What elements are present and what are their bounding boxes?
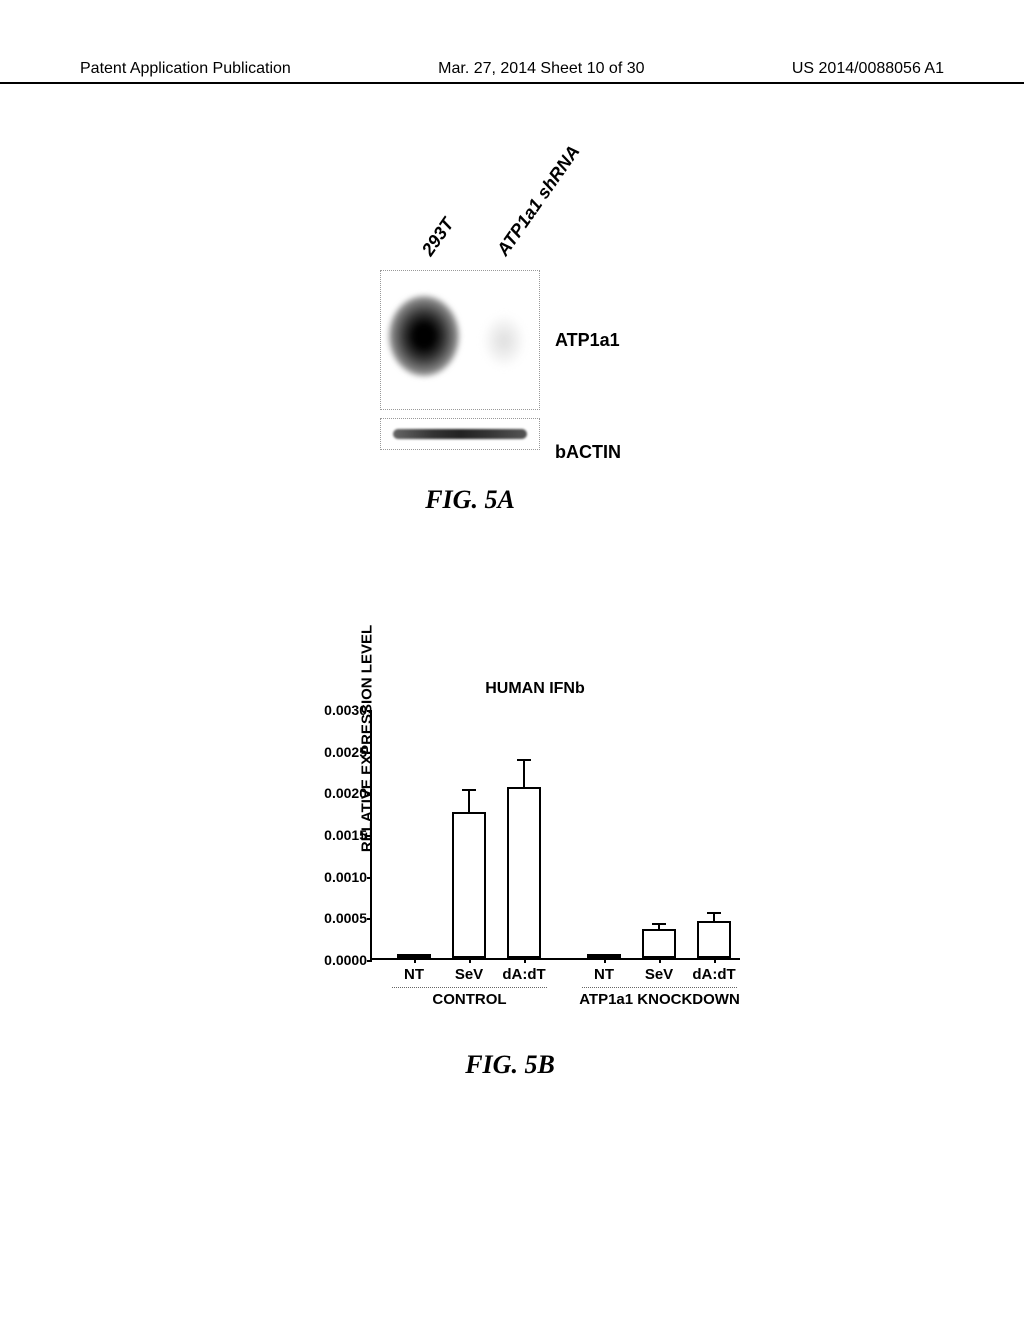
figure-5a: 293T ATP1a1 shRNA ATP1a1 bACTIN FIG. 5A [340,180,700,580]
page-header: Patent Application Publication Mar. 27, … [0,60,1024,84]
chart-bar [642,929,676,958]
chart-bar [697,921,731,959]
y-tick-label: 0.0025 [312,744,367,760]
error-cap [707,912,721,914]
error-cap [517,759,531,761]
actin-band [393,429,527,439]
figure-5b: HUMAN IFNb RELATIVE EXPRESSION LEVEL 0.0… [260,680,760,1030]
x-tick-label: SeV [634,966,684,983]
group-label-knockdown: ATP1a1 KNOCKDOWN [572,991,747,1008]
y-tick-label: 0.0020 [312,785,367,801]
error-cap [652,923,666,925]
x-tick-label: dA:dT [499,966,549,983]
error-cap [462,789,476,791]
lane-label-shrna: ATP1a1 shRNA [493,142,585,260]
x-tick-label: NT [579,966,629,983]
x-tick-label: NT [389,966,439,983]
lane-label-293t: 293T [418,214,459,260]
chart-bar [452,812,486,958]
header-right: US 2014/0088056 A1 [792,60,944,78]
blot-band-dark [389,296,459,376]
plot-area: 0.00000.00050.00100.00150.00200.00250.00… [370,710,740,960]
group-label-control: CONTROL [392,991,547,1008]
y-tick-label: 0.0000 [312,952,367,968]
y-tick-label: 0.0030 [312,702,367,718]
western-blot-actin [380,418,540,450]
figure-5b-caption: FIG. 5B [260,1050,760,1080]
blot-label-actin: bACTIN [555,442,621,463]
figure-5a-caption: FIG. 5A [240,485,700,515]
western-blot-atp1a1 [380,270,540,410]
header-left: Patent Application Publication [80,60,291,78]
blot-lane-labels: 293T ATP1a1 shRNA [415,180,700,270]
y-tick-label: 0.0010 [312,869,367,885]
chart-title: HUMAN IFNb [310,680,760,698]
y-tick-label: 0.0015 [312,827,367,843]
y-tick-label: 0.0005 [312,910,367,926]
x-tick-label: dA:dT [689,966,739,983]
header-center: Mar. 27, 2014 Sheet 10 of 30 [438,60,644,78]
chart-bar [507,787,541,958]
blot-label-atp1a1: ATP1a1 [555,330,620,351]
blot-band-faint [484,316,524,366]
x-tick-label: SeV [444,966,494,983]
bar-chart: HUMAN IFNb RELATIVE EXPRESSION LEVEL 0.0… [260,680,760,1030]
